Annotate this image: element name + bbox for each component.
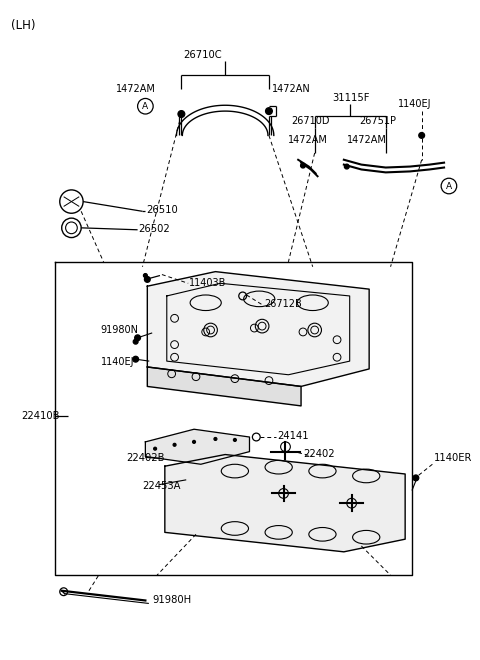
Text: (LH): (LH) xyxy=(11,19,36,32)
Circle shape xyxy=(419,133,425,139)
Circle shape xyxy=(214,438,217,440)
Circle shape xyxy=(265,108,272,114)
Text: 11403B: 11403B xyxy=(189,279,227,288)
Text: 26502: 26502 xyxy=(139,224,170,234)
Text: 1472AM: 1472AM xyxy=(288,135,328,145)
Text: 26751P: 26751P xyxy=(360,115,396,126)
Circle shape xyxy=(144,274,147,277)
Circle shape xyxy=(233,438,236,442)
Circle shape xyxy=(133,356,139,362)
Text: 1472AN: 1472AN xyxy=(272,84,311,94)
Text: 22402B: 22402B xyxy=(126,453,165,463)
Text: 26710C: 26710C xyxy=(183,50,222,59)
Circle shape xyxy=(178,111,185,117)
Circle shape xyxy=(135,335,141,341)
Circle shape xyxy=(192,440,195,444)
Text: 26510: 26510 xyxy=(146,205,178,215)
Text: 26710D: 26710D xyxy=(291,115,330,126)
Circle shape xyxy=(154,447,156,450)
Circle shape xyxy=(413,475,419,480)
Text: 1140EJ: 1140EJ xyxy=(101,357,134,367)
Circle shape xyxy=(173,444,176,446)
Text: 91980H: 91980H xyxy=(152,595,192,605)
Text: 24141: 24141 xyxy=(278,431,309,441)
Polygon shape xyxy=(165,455,405,552)
Polygon shape xyxy=(147,367,301,406)
Text: 22410B: 22410B xyxy=(21,411,60,420)
Polygon shape xyxy=(147,272,369,386)
Polygon shape xyxy=(145,429,250,464)
Text: A: A xyxy=(142,102,148,111)
Text: 1472AM: 1472AM xyxy=(347,135,387,145)
Circle shape xyxy=(344,164,349,169)
Text: 22453A: 22453A xyxy=(143,480,181,490)
Text: 31115F: 31115F xyxy=(332,94,370,104)
Circle shape xyxy=(144,277,150,282)
Circle shape xyxy=(133,339,138,344)
Text: A: A xyxy=(446,182,452,191)
Text: 1472AM: 1472AM xyxy=(116,84,156,94)
Text: 91980N: 91980N xyxy=(101,325,139,335)
Circle shape xyxy=(300,163,305,168)
Text: 22402: 22402 xyxy=(303,449,335,459)
Text: 26712B: 26712B xyxy=(264,299,302,309)
Text: 1140EJ: 1140EJ xyxy=(398,99,432,110)
Text: 1140ER: 1140ER xyxy=(434,453,473,463)
